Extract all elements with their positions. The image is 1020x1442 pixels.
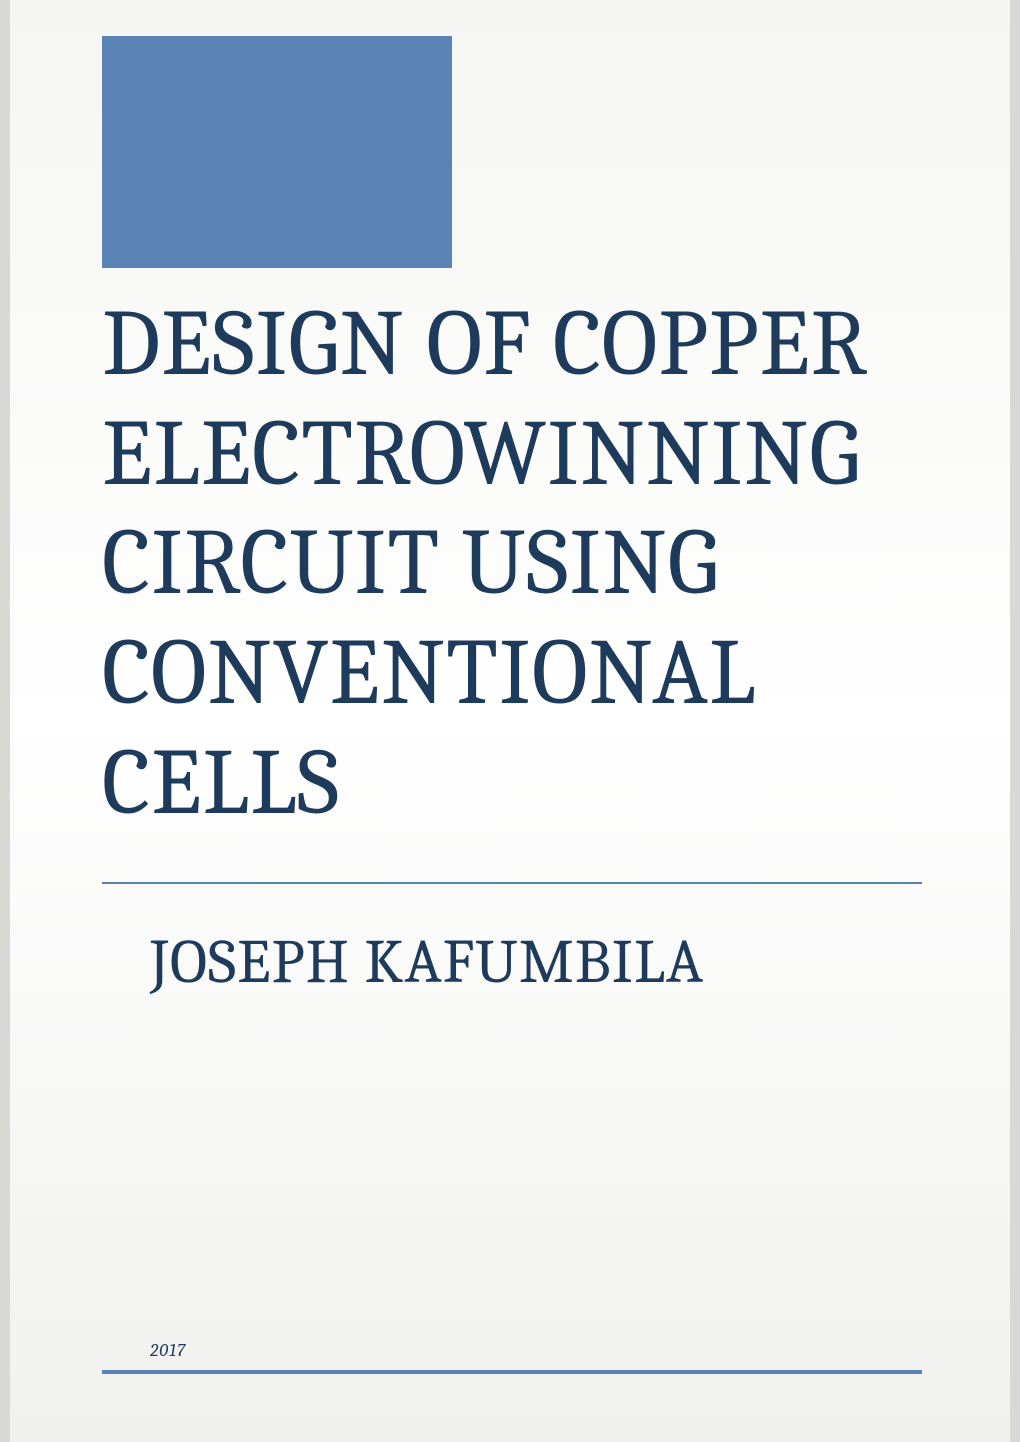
page-edge-left	[0, 0, 10, 1442]
decorative-top-block	[102, 36, 452, 268]
author-name: JOSEPH KAFUMBILA	[150, 926, 704, 998]
document-title: DESIGN OF COPPER ELECTROWINNING CIRCUIT …	[102, 290, 922, 839]
page-edge-right	[1010, 0, 1020, 1442]
bottom-rule	[102, 1370, 922, 1374]
publication-year: 2017	[150, 1340, 186, 1361]
title-underline	[102, 882, 922, 884]
